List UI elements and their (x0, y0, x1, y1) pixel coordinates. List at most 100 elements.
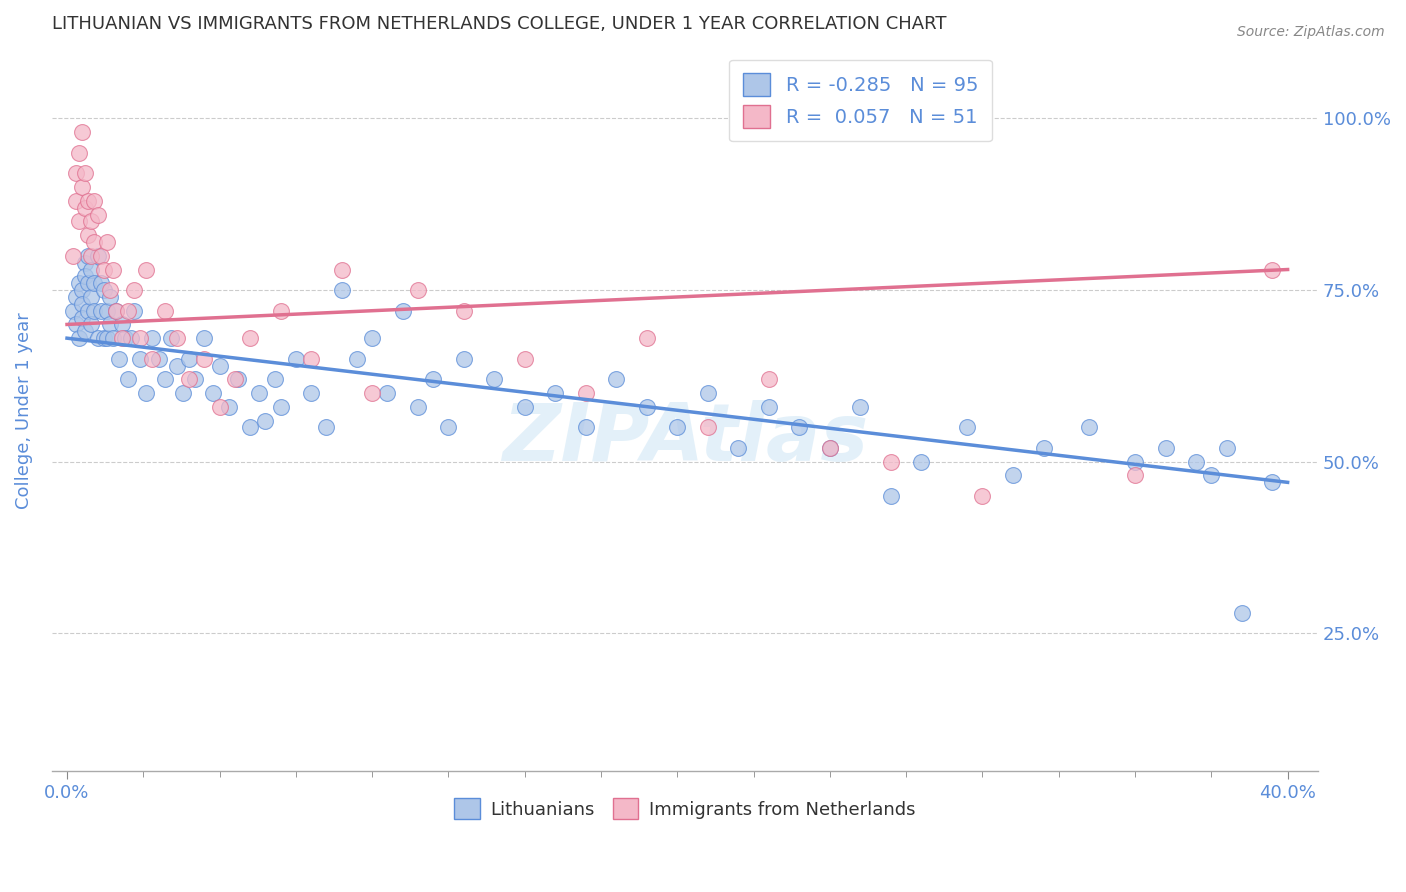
Point (218, 400, 240, 414)
Point (101, 331, 124, 345)
Point (330, 262, 353, 277)
Point (90, 249, 112, 263)
Point (299, 351, 322, 366)
Point (80, 318, 103, 332)
Point (270, 400, 292, 414)
Point (141, 331, 163, 345)
Text: LITHUANIAN VS IMMIGRANTS FROM NETHERLANDS COLLEGE, UNDER 1 YEAR CORRELATION CHAR: LITHUANIAN VS IMMIGRANTS FROM NETHERLAND… (52, 15, 946, 33)
Point (818, 441, 841, 455)
Point (96, 235, 118, 249)
Point (605, 372, 627, 386)
Point (67, 277, 90, 291)
Point (111, 318, 134, 332)
Point (93, 262, 115, 277)
Point (437, 420, 460, 434)
Point (62, 249, 84, 263)
Text: ZIPAtlas: ZIPAtlas (502, 401, 868, 478)
Point (880, 489, 903, 503)
Point (361, 386, 384, 401)
Point (484, 372, 506, 386)
Point (159, 331, 181, 345)
Point (86, 208, 108, 222)
Point (758, 372, 780, 386)
Point (239, 331, 262, 345)
Point (72, 283, 94, 297)
Point (80, 214, 103, 228)
Point (1261, 262, 1284, 277)
Point (1201, 468, 1223, 483)
Point (80, 249, 103, 263)
Point (122, 303, 145, 318)
Point (93, 283, 115, 297)
Point (849, 400, 872, 414)
Point (453, 303, 475, 318)
Point (406, 283, 429, 297)
Point (77, 194, 100, 208)
Point (361, 331, 384, 345)
Point (513, 400, 536, 414)
Point (65, 166, 87, 180)
Point (72, 297, 94, 311)
Point (75, 255, 97, 269)
Point (575, 420, 598, 434)
Point (1032, 441, 1054, 455)
Point (166, 359, 188, 373)
Point (208, 400, 231, 414)
Point (141, 351, 163, 366)
Point (789, 420, 811, 434)
Point (727, 441, 749, 455)
Point (96, 331, 118, 345)
Point (224, 372, 246, 386)
Point (696, 386, 718, 401)
Point (67, 331, 90, 345)
Point (910, 455, 932, 469)
Point (177, 351, 200, 366)
Point (696, 420, 718, 434)
Y-axis label: College, Under 1 year: College, Under 1 year (15, 312, 32, 508)
Point (972, 489, 994, 503)
Point (65, 318, 87, 332)
Point (80, 290, 103, 304)
Point (193, 351, 215, 366)
Point (1078, 420, 1101, 434)
Point (166, 331, 188, 345)
Point (135, 262, 157, 277)
Point (193, 331, 215, 345)
Point (1154, 441, 1177, 455)
Point (129, 351, 152, 366)
Point (270, 303, 292, 318)
Point (818, 441, 841, 455)
Point (636, 400, 658, 414)
Point (77, 228, 100, 243)
Point (1123, 455, 1146, 469)
Point (391, 303, 413, 318)
Point (83, 194, 105, 208)
Point (422, 372, 444, 386)
Point (202, 386, 225, 401)
Point (101, 262, 124, 277)
Point (330, 283, 353, 297)
Legend: Lithuanians, Immigrants from Netherlands: Lithuanians, Immigrants from Netherlands (447, 791, 922, 827)
Point (254, 413, 277, 427)
Point (86, 331, 108, 345)
Point (120, 331, 142, 345)
Point (75, 269, 97, 284)
Point (96, 303, 118, 318)
Point (80, 262, 103, 277)
Point (77, 277, 100, 291)
Point (1001, 468, 1024, 483)
Point (104, 303, 127, 318)
Point (93, 331, 115, 345)
Point (77, 249, 100, 263)
Point (72, 310, 94, 325)
Point (299, 386, 322, 401)
Point (104, 303, 127, 318)
Point (284, 351, 307, 366)
Point (83, 235, 105, 249)
Point (153, 303, 176, 318)
Point (90, 303, 112, 318)
Point (1185, 455, 1208, 469)
Point (153, 372, 176, 386)
Point (377, 386, 399, 401)
Point (226, 372, 249, 386)
